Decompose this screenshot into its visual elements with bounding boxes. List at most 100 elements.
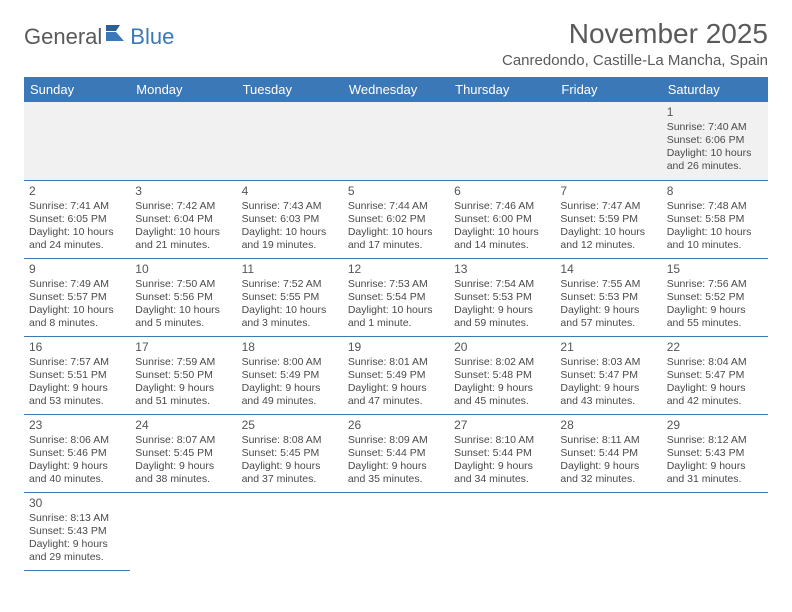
day-number: 22 [667,340,763,355]
calendar-week: 1Sunrise: 7:40 AMSunset: 6:06 PMDaylight… [24,102,768,180]
logo-text-blue: Blue [130,24,174,50]
sunset-text: Sunset: 5:53 PM [560,291,656,304]
calendar-cell [237,102,343,180]
calendar-cell: 7Sunrise: 7:47 AMSunset: 5:59 PMDaylight… [555,180,661,258]
daylight-text: and 21 minutes. [135,239,231,252]
daylight-text: and 43 minutes. [560,395,656,408]
daylight-text: Daylight: 9 hours [242,382,338,395]
day-number: 29 [667,418,763,433]
daylight-text: and 35 minutes. [348,473,444,486]
sunrise-text: Sunrise: 8:07 AM [135,434,231,447]
day-header: Sunday [24,77,130,102]
sunrise-text: Sunrise: 7:47 AM [560,200,656,213]
day-header-row: Sunday Monday Tuesday Wednesday Thursday… [24,77,768,102]
day-number: 19 [348,340,444,355]
flag-icon [106,25,128,46]
calendar-cell: 8Sunrise: 7:48 AMSunset: 5:58 PMDaylight… [662,180,768,258]
sunset-text: Sunset: 5:59 PM [560,213,656,226]
calendar-cell: 1Sunrise: 7:40 AMSunset: 6:06 PMDaylight… [662,102,768,180]
daylight-text: Daylight: 10 hours [242,226,338,239]
daylight-text: Daylight: 9 hours [135,460,231,473]
daylight-text: Daylight: 9 hours [242,460,338,473]
daylight-text: and 31 minutes. [667,473,763,486]
daylight-text: and 29 minutes. [29,551,125,564]
sunset-text: Sunset: 5:53 PM [454,291,550,304]
sunrise-text: Sunrise: 7:41 AM [29,200,125,213]
sunrise-text: Sunrise: 8:02 AM [454,356,550,369]
daylight-text: Daylight: 9 hours [454,304,550,317]
sunrise-text: Sunrise: 8:06 AM [29,434,125,447]
calendar-cell: 4Sunrise: 7:43 AMSunset: 6:03 PMDaylight… [237,180,343,258]
sunset-text: Sunset: 5:45 PM [135,447,231,460]
calendar-cell [343,492,449,570]
daylight-text: and 45 minutes. [454,395,550,408]
sunset-text: Sunset: 5:49 PM [348,369,444,382]
daylight-text: Daylight: 9 hours [348,382,444,395]
calendar-cell: 19Sunrise: 8:01 AMSunset: 5:49 PMDayligh… [343,336,449,414]
daylight-text: Daylight: 10 hours [348,304,444,317]
calendar-cell: 20Sunrise: 8:02 AMSunset: 5:48 PMDayligh… [449,336,555,414]
sunrise-text: Sunrise: 7:55 AM [560,278,656,291]
calendar-cell [130,102,236,180]
sunrise-text: Sunrise: 8:12 AM [667,434,763,447]
daylight-text: Daylight: 9 hours [348,460,444,473]
sunset-text: Sunset: 5:48 PM [454,369,550,382]
calendar-cell [130,492,236,570]
calendar-cell: 13Sunrise: 7:54 AMSunset: 5:53 PMDayligh… [449,258,555,336]
day-number: 10 [135,262,231,277]
sunrise-text: Sunrise: 7:43 AM [242,200,338,213]
day-number: 9 [29,262,125,277]
day-number: 18 [242,340,338,355]
daylight-text: and 14 minutes. [454,239,550,252]
calendar-cell: 22Sunrise: 8:04 AMSunset: 5:47 PMDayligh… [662,336,768,414]
sunset-text: Sunset: 5:56 PM [135,291,231,304]
daylight-text: Daylight: 10 hours [135,226,231,239]
sunset-text: Sunset: 5:50 PM [135,369,231,382]
daylight-text: Daylight: 9 hours [29,382,125,395]
calendar-cell: 17Sunrise: 7:59 AMSunset: 5:50 PMDayligh… [130,336,236,414]
sunrise-text: Sunrise: 7:49 AM [29,278,125,291]
day-header: Monday [130,77,236,102]
calendar-cell: 16Sunrise: 7:57 AMSunset: 5:51 PMDayligh… [24,336,130,414]
daylight-text: Daylight: 9 hours [667,382,763,395]
daylight-text: Daylight: 10 hours [560,226,656,239]
day-number: 14 [560,262,656,277]
daylight-text: and 24 minutes. [29,239,125,252]
calendar-cell: 3Sunrise: 7:42 AMSunset: 6:04 PMDaylight… [130,180,236,258]
daylight-text: and 53 minutes. [29,395,125,408]
daylight-text: and 10 minutes. [667,239,763,252]
sunrise-text: Sunrise: 8:09 AM [348,434,444,447]
calendar-cell [24,102,130,180]
sunrise-text: Sunrise: 7:53 AM [348,278,444,291]
day-number: 2 [29,184,125,199]
daylight-text: and 34 minutes. [454,473,550,486]
calendar-cell: 21Sunrise: 8:03 AMSunset: 5:47 PMDayligh… [555,336,661,414]
calendar-cell: 5Sunrise: 7:44 AMSunset: 6:02 PMDaylight… [343,180,449,258]
calendar-week: 9Sunrise: 7:49 AMSunset: 5:57 PM Daylight… [24,258,768,336]
daylight-text: Daylight: 9 hours [560,304,656,317]
sunrise-text: Sunrise: 8:04 AM [667,356,763,369]
sunset-text: Sunset: 5:57 PM [29,291,125,304]
sunrise-text: Sunrise: 7:46 AM [454,200,550,213]
calendar-cell [449,492,555,570]
sunset-text: Sunset: 5:51 PM [29,369,125,382]
sunrise-text: Sunrise: 7:57 AM [29,356,125,369]
sunset-text: Sunset: 5:44 PM [348,447,444,460]
daylight-text: Daylight: 9 hours [560,382,656,395]
daylight-text: and 37 minutes. [242,473,338,486]
calendar-cell [343,102,449,180]
daylight-text: and 59 minutes. [454,317,550,330]
sunset-text: Sunset: 5:47 PM [667,369,763,382]
calendar-cell [449,102,555,180]
day-header: Saturday [662,77,768,102]
calendar-cell: 23Sunrise: 8:06 AMSunset: 5:46 PMDayligh… [24,414,130,492]
sunset-text: Sunset: 5:44 PM [560,447,656,460]
daylight-text: Daylight: 10 hours [135,304,231,317]
daylight-text: and 19 minutes. [242,239,338,252]
calendar-week: 2Sunrise: 7:41 AMSunset: 6:05 PMDaylight… [24,180,768,258]
sunrise-text: Sunrise: 8:08 AM [242,434,338,447]
sunrise-text: Sunrise: 8:01 AM [348,356,444,369]
daylight-text: and 51 minutes. [135,395,231,408]
sunset-text: Sunset: 6:04 PM [135,213,231,226]
calendar-cell: 24Sunrise: 8:07 AMSunset: 5:45 PMDayligh… [130,414,236,492]
